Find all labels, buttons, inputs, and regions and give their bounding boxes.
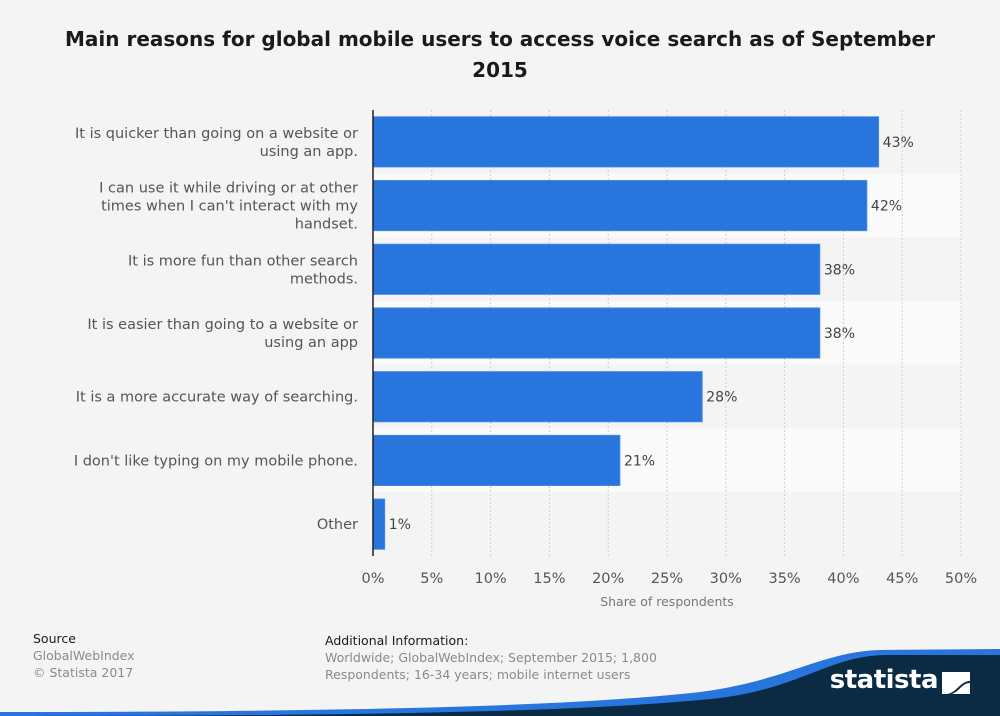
x-tick-label: 45% [886,571,918,587]
category-label: I don't like typing on my mobile phone. [74,453,358,469]
value-labels: 43% 42% 38% 38% 28% 21% 1% [389,135,914,533]
bar[interactable] [372,116,880,168]
category-label: It is easier than going to a website or u… [87,317,358,351]
category-labels: It is quicker than going on a website or… [74,126,359,533]
x-tick-label: 10% [474,571,506,587]
x-tick-label: 30% [710,571,742,587]
bar-value-label: 21% [624,453,655,469]
bar[interactable] [372,307,821,359]
bar-value-label: 43% [883,135,914,151]
brand-wave-dark [0,655,1000,716]
bar-value-label: 28% [706,390,737,406]
x-tick-label: 50% [945,571,977,587]
x-tick-label: 40% [827,571,859,587]
additional-info-block: Additional Information: Worldwide; Globa… [325,632,657,683]
x-tick-label: 5% [420,571,443,587]
bar[interactable] [372,371,703,423]
chart-title: Main reasons for global mobile users to … [65,27,935,82]
category-label: It is quicker than going on a website or… [75,126,358,160]
category-label: Other [317,517,358,533]
source-name[interactable]: GlobalWebIndex [33,648,135,663]
copyright: © Statista 2017 [33,665,134,680]
statista-wordmark[interactable]: statista [829,665,939,695]
x-tick-label: 25% [651,571,683,587]
category-label: It is more fun than other search methods. [128,253,358,287]
additional-info-line-1: Worldwide; GlobalWebIndex; September 201… [325,650,657,665]
category-label: I can use it while driving or at other ti… [99,181,358,233]
x-axis-title: Share of respondents [600,594,734,609]
bars [372,116,880,550]
bar-value-label: 42% [871,199,902,215]
x-tick-label: 15% [533,571,565,587]
additional-info-heading: Additional Information: [325,633,469,648]
x-axis-ticks: 0% 5% 10% 15% 20% 25% 30% 35% 40% 45% 50% [361,571,977,587]
bar-value-label: 1% [389,517,411,533]
category-label: It is a more accurate way of searching. [76,390,358,406]
additional-info-line-2: Respondents; 16-34 years; mobile interne… [325,667,631,682]
bar-value-label: 38% [824,262,855,278]
x-tick-label: 20% [592,571,624,587]
bar[interactable] [372,434,621,486]
x-tick-label: 35% [768,571,800,587]
source-block: Source GlobalWebIndex © Statista 2017 [33,630,135,681]
source-heading: Source [33,631,76,646]
statista-logo-icon [942,672,970,694]
bar-value-label: 38% [824,326,855,342]
x-tick-label: 0% [361,571,384,587]
bar[interactable] [372,180,868,232]
